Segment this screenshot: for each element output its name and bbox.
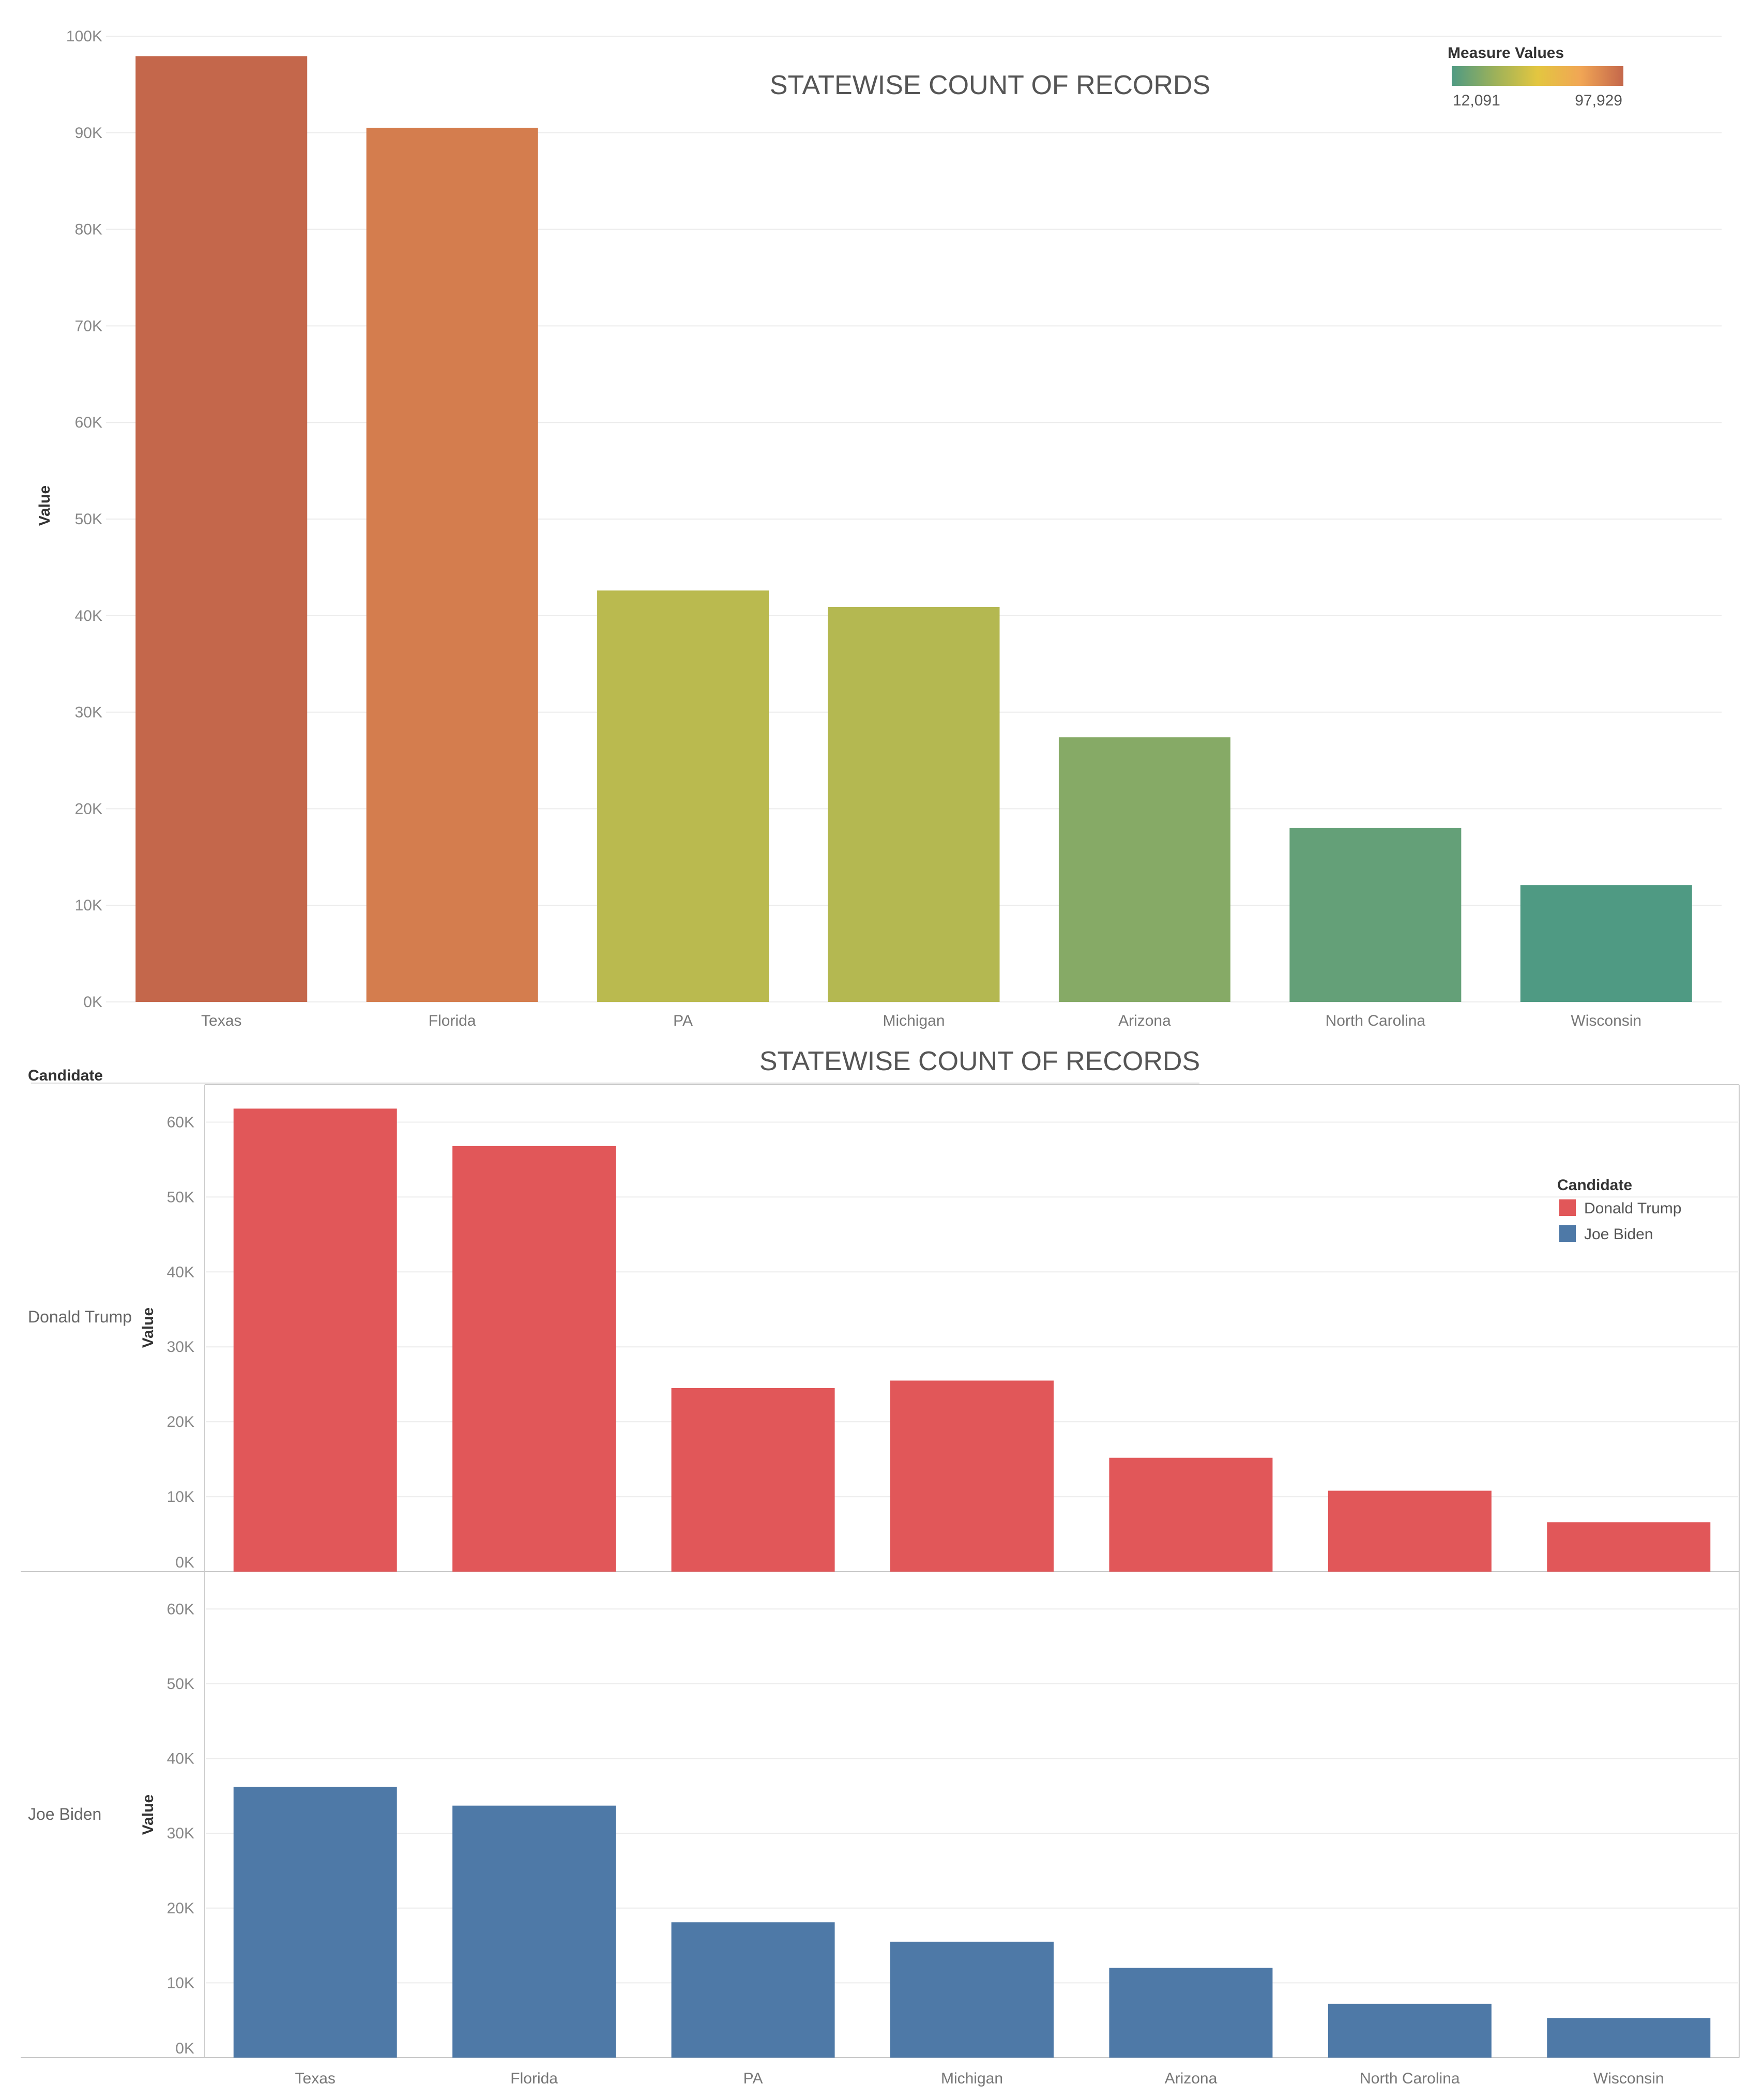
bottom-faceted-bar-chart: STATEWISE COUNT OF RECORDS Candidate 0K 1…: [21, 1046, 1740, 2087]
trump-y-tick-label: 50K: [167, 1189, 194, 1206]
trump-bar-wisconsin[interactable]: [1547, 1522, 1711, 1572]
top-x-tick-label: PA: [673, 1012, 693, 1029]
candidate-legend: Candidate Donald Trump Joe Biden: [1557, 1177, 1681, 1243]
bar-arizona[interactable]: [1058, 737, 1230, 1002]
biden-y-tick-label: 60K: [167, 1601, 194, 1618]
trump-bar-michigan[interactable]: [890, 1380, 1054, 1572]
biden-bar-florida[interactable]: [452, 1805, 616, 2058]
biden-bar-texas[interactable]: [233, 1787, 397, 2058]
trump-y-tick-label: 40K: [167, 1264, 194, 1281]
candidate-legend-title: Candidate: [1557, 1177, 1632, 1194]
bottom-x-tick-label: Michigan: [941, 2070, 1003, 2087]
top-y-tick-label: 60K: [75, 414, 102, 431]
bar-florida[interactable]: [366, 128, 538, 1002]
bottom-x-tick-label: Florida: [510, 2070, 558, 2087]
legend-label-donald-trump[interactable]: Donald Trump: [1584, 1200, 1681, 1217]
trump-bar-pa[interactable]: [671, 1388, 835, 1572]
top-y-tick-label: 80K: [75, 221, 102, 238]
trump-y-tick-label: 20K: [167, 1413, 194, 1431]
top-y-tick-label: 50K: [75, 511, 102, 528]
top-chart-title: STATEWISE COUNT OF RECORDS: [770, 70, 1210, 100]
top-y-tick-label: 30K: [75, 704, 102, 721]
trump-y-tick-label: 0K: [175, 1554, 194, 1571]
top-x-tick-label: North Carolina: [1326, 1012, 1426, 1029]
trump-bar-texas[interactable]: [233, 1108, 397, 1572]
top-x-tick-label: Arizona: [1118, 1012, 1171, 1029]
panel-joe-biden: 0K 10K 20K 30K 40K 50K 60K Joe Biden Value: [28, 1601, 1738, 2058]
biden-y-axis-ticks: 0K 10K 20K 30K 40K 50K 60K: [167, 1601, 194, 2057]
top-bar-chart: 0K 10K 20K 30K 40K 50K 60K 70K 80K 90K 100K Texas F…: [36, 28, 1722, 1029]
row-header-title: Candidate: [28, 1067, 103, 1084]
bar-pa[interactable]: [597, 590, 769, 1002]
top-x-tick-label: Wisconsin: [1571, 1012, 1641, 1029]
bottom-x-axis-labels: Texas Florida PA Michigan Arizona North Carol…: [295, 2070, 1664, 2087]
top-x-tick-label: Michigan: [883, 1012, 945, 1029]
trump-y-tick-label: 10K: [167, 1488, 194, 1505]
trump-bar-north-carolina[interactable]: [1328, 1490, 1492, 1572]
legend-swatch-donald-trump[interactable]: [1559, 1199, 1576, 1216]
biden-y-tick-label: 20K: [167, 1900, 194, 1917]
top-color-legend: Measure Values 12,091 97,929: [1448, 44, 1623, 109]
top-y-tick-label: 20K: [75, 800, 102, 817]
legend-label-joe-biden[interactable]: Joe Biden: [1584, 1226, 1653, 1243]
trump-bar-arizona[interactable]: [1109, 1457, 1273, 1572]
bar-wisconsin[interactable]: [1520, 885, 1692, 1002]
bottom-x-tick-label: North Carolina: [1360, 2070, 1460, 2087]
top-y-tick-label: 40K: [75, 607, 102, 625]
bottom-chart-title: STATEWISE COUNT OF RECORDS: [759, 1046, 1200, 1076]
trump-bars: [233, 1108, 1711, 1572]
panel-donald-trump: 0K 10K 20K 30K 40K 50K 60K Donald Trump Value: [28, 1108, 1738, 1572]
bottom-x-tick-label: PA: [743, 2070, 763, 2087]
top-x-tick-label: Texas: [201, 1012, 241, 1029]
bottom-x-tick-label: Texas: [295, 2070, 336, 2087]
biden-y-tick-label: 0K: [175, 2040, 194, 2057]
bottom-x-tick-label: Arizona: [1165, 2070, 1218, 2087]
biden-y-tick-label: 10K: [167, 1974, 194, 1991]
legend-swatch-joe-biden[interactable]: [1559, 1225, 1576, 1242]
bottom-x-tick-label: Wisconsin: [1593, 2070, 1664, 2087]
top-y-tick-label: 10K: [75, 897, 102, 914]
row-label-joe-biden: Joe Biden: [28, 1805, 101, 1823]
top-x-axis-labels: Texas Florida PA Michigan Arizona North Carol…: [201, 1012, 1641, 1029]
biden-gridlines: [206, 1608, 1738, 1984]
biden-y-tick-label: 40K: [167, 1751, 194, 1768]
trump-y-tick-label: 30K: [167, 1338, 194, 1356]
trump-y-tick-label: 60K: [167, 1114, 194, 1131]
bar-north-carolina[interactable]: [1289, 828, 1462, 1002]
top-y-tick-label: 90K: [75, 125, 102, 142]
top-color-legend-min-label: 12,091: [1453, 92, 1500, 109]
bar-texas[interactable]: [135, 56, 308, 1002]
top-y-tick-label: 70K: [75, 317, 102, 334]
biden-y-axis-title: Value: [140, 1794, 157, 1835]
trump-y-axis-title: Value: [140, 1307, 157, 1348]
biden-bar-north-carolina[interactable]: [1328, 2003, 1492, 2058]
top-color-legend-title: Measure Values: [1448, 44, 1564, 62]
bar-michigan[interactable]: [828, 606, 1000, 1002]
top-y-tick-label: 100K: [66, 28, 102, 45]
biden-y-tick-label: 30K: [167, 1825, 194, 1842]
row-label-donald-trump: Donald Trump: [28, 1307, 132, 1326]
top-color-legend-gradient: [1452, 66, 1623, 86]
trump-y-axis-ticks: 0K 10K 20K 30K 40K 50K 60K: [167, 1114, 194, 1571]
biden-y-tick-label: 50K: [167, 1676, 194, 1693]
biden-bars: [233, 1787, 1711, 2058]
top-y-axis-ticks: 0K 10K 20K 30K 40K 50K 60K 70K 80K 90K 100K: [66, 28, 102, 1011]
top-bars: [135, 56, 1692, 1002]
biden-bar-michigan[interactable]: [890, 1941, 1054, 2058]
top-y-tick-label: 0K: [83, 994, 102, 1011]
top-x-tick-label: Florida: [429, 1012, 476, 1029]
biden-bar-pa[interactable]: [671, 1922, 835, 2058]
top-y-axis-title: Value: [36, 485, 53, 526]
biden-bar-arizona[interactable]: [1109, 1968, 1273, 2058]
trump-bar-florida[interactable]: [452, 1146, 616, 1572]
top-color-legend-max-label: 97,929: [1575, 92, 1622, 109]
biden-bar-wisconsin[interactable]: [1547, 2018, 1711, 2058]
